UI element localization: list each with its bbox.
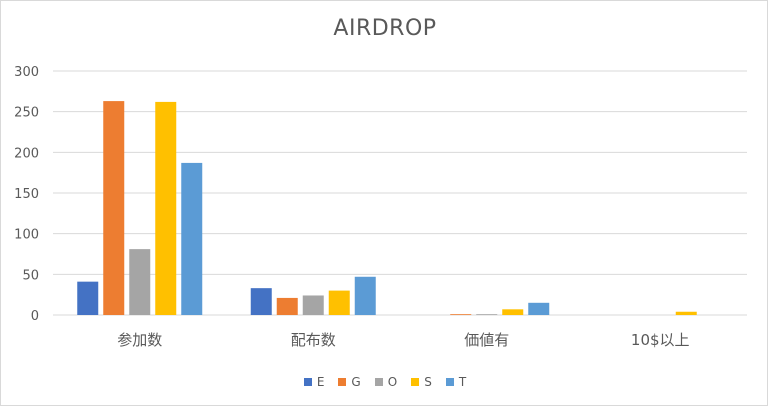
legend-swatch bbox=[445, 378, 454, 386]
legend-item-G: G bbox=[338, 375, 361, 389]
legend-label: T bbox=[458, 375, 467, 389]
bar-O-0 bbox=[129, 249, 151, 315]
bar-S-1 bbox=[328, 290, 350, 315]
legend-item-S: S bbox=[411, 375, 432, 389]
y-tick-label: 200 bbox=[14, 146, 39, 161]
bar-S-2 bbox=[502, 309, 524, 315]
y-tick-label: 250 bbox=[14, 106, 39, 121]
x-category-label: 10$以上 bbox=[631, 331, 690, 349]
bar-E-0 bbox=[77, 281, 99, 315]
legend-swatch bbox=[338, 378, 347, 386]
legend-label: E bbox=[316, 375, 325, 389]
bar-G-0 bbox=[103, 101, 125, 316]
y-tick-label: 50 bbox=[22, 268, 39, 283]
bar-T-0 bbox=[181, 162, 203, 315]
bar-O-1 bbox=[302, 295, 324, 315]
legend-label: S bbox=[424, 375, 432, 389]
bar-S-0 bbox=[155, 101, 177, 315]
legend-swatch bbox=[303, 378, 312, 386]
x-category-label: 配布数 bbox=[291, 331, 336, 349]
y-tick-label: 300 bbox=[14, 65, 39, 80]
legend-swatch bbox=[374, 378, 383, 386]
bar-G-1 bbox=[276, 297, 298, 315]
bar-T-2 bbox=[528, 302, 550, 315]
legend-label: G bbox=[351, 375, 361, 389]
legend-item-O: O bbox=[374, 375, 398, 389]
y-tick-label: 150 bbox=[14, 187, 39, 202]
y-tick-label: 0 bbox=[31, 309, 39, 324]
bar-T-1 bbox=[354, 276, 376, 315]
bar-S-3 bbox=[675, 311, 697, 315]
legend-label: O bbox=[387, 375, 398, 389]
legend-item-E: E bbox=[303, 375, 325, 389]
legend-swatch bbox=[411, 378, 420, 386]
bar-G-2 bbox=[450, 314, 472, 315]
legend-item-T: T bbox=[445, 375, 467, 389]
bar-E-1 bbox=[250, 288, 272, 315]
y-tick-label: 100 bbox=[14, 228, 39, 243]
bar-O-2 bbox=[476, 314, 498, 315]
chart-title: AIRDROP bbox=[333, 16, 437, 41]
x-category-label: 価値有 bbox=[464, 331, 509, 349]
x-category-label: 参加数 bbox=[117, 331, 162, 349]
